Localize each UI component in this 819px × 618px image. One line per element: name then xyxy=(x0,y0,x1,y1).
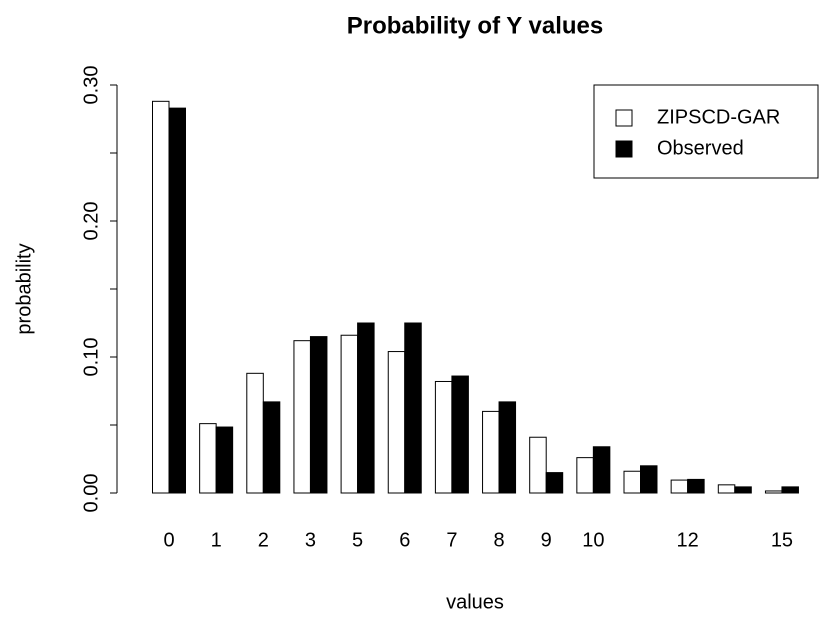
y-tick-label: 0.10 xyxy=(80,338,102,377)
x-tick-label: 6 xyxy=(399,529,410,551)
legend-label: Observed xyxy=(657,137,744,159)
bar xyxy=(781,486,799,494)
bar xyxy=(576,457,594,494)
x-tick-label: 0 xyxy=(163,529,174,551)
x-tick-label: 5 xyxy=(352,529,363,551)
x-tick-label: 12 xyxy=(677,529,699,551)
bar xyxy=(246,372,264,494)
bar xyxy=(262,401,281,494)
x-tick-label: 7 xyxy=(446,529,457,551)
y-axis-label: probability xyxy=(13,243,35,334)
x-tick-label: 9 xyxy=(541,529,552,551)
bar xyxy=(734,486,752,494)
bar xyxy=(357,322,375,494)
y-tick-label: 0.30 xyxy=(80,66,102,105)
bar xyxy=(623,470,641,494)
bar xyxy=(545,472,564,494)
bar xyxy=(404,322,422,494)
bar xyxy=(498,401,517,494)
x-axis-label: values xyxy=(446,591,504,613)
bar xyxy=(309,336,328,494)
bar xyxy=(168,107,186,494)
bar xyxy=(451,375,469,494)
y-tick-label: 0.20 xyxy=(80,202,102,241)
bar xyxy=(152,100,170,494)
bar xyxy=(687,478,705,494)
x-tick-label: 8 xyxy=(493,529,504,551)
x-tick-label: 3 xyxy=(305,529,316,551)
bar xyxy=(529,436,547,494)
x-tick-label: 10 xyxy=(582,529,604,551)
bar xyxy=(340,334,359,494)
x-tick-label: 2 xyxy=(258,529,269,551)
legend-swatch xyxy=(615,109,633,127)
x-tick-label: 15 xyxy=(771,529,793,551)
bar xyxy=(717,484,736,494)
x-tick-label: 1 xyxy=(211,529,222,551)
legend-swatch xyxy=(615,140,633,158)
bar xyxy=(434,380,453,494)
bar xyxy=(387,351,406,494)
bar xyxy=(640,465,658,494)
bar xyxy=(293,340,311,494)
legend-box xyxy=(593,84,819,179)
bar xyxy=(592,446,611,494)
bar xyxy=(670,479,689,494)
bar xyxy=(482,410,500,494)
legend-label: ZIPSCD-GAR xyxy=(657,106,780,128)
y-tick-label: 0.00 xyxy=(80,474,102,513)
bar xyxy=(199,423,217,494)
bar xyxy=(764,490,783,494)
bar xyxy=(215,426,234,494)
chart-title: Probability of Y values xyxy=(347,12,604,39)
